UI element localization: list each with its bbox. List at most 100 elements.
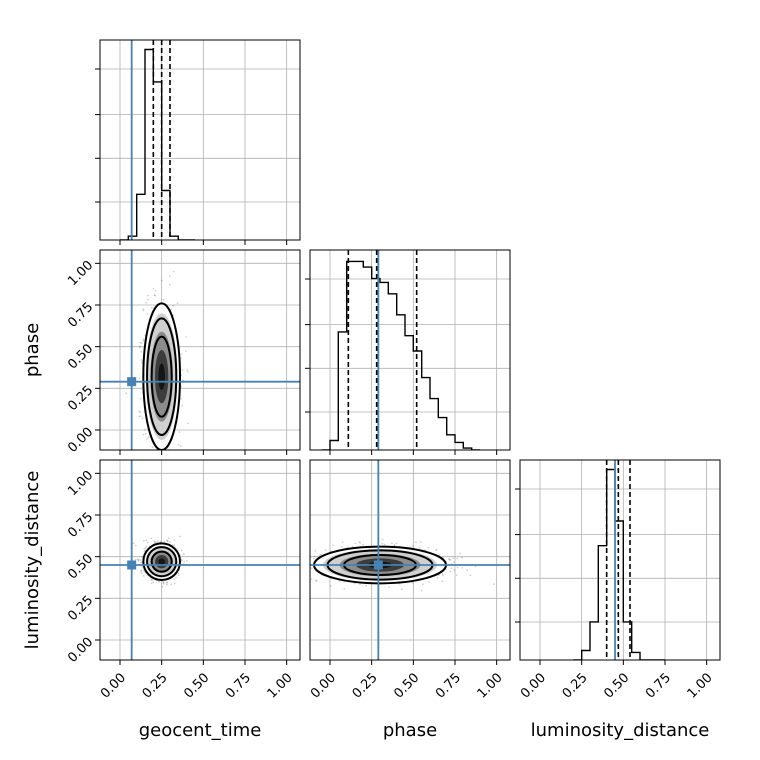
scatter-point — [178, 535, 181, 538]
scatter-point — [140, 569, 143, 572]
scatter-point — [142, 309, 145, 312]
scatter-point — [157, 540, 159, 542]
scatter-point — [146, 313, 149, 315]
scatter-point — [139, 411, 142, 413]
scatter-point — [493, 583, 495, 585]
scatter-point — [312, 557, 315, 560]
y-tick-label: 0.25 — [65, 593, 96, 624]
scatter-point — [167, 537, 170, 540]
scatter-point — [162, 582, 165, 585]
scatter-point — [282, 566, 284, 568]
scatter-point — [358, 540, 361, 543]
scatter-point — [151, 579, 154, 582]
scatter-point — [173, 544, 176, 547]
x-tick-label: 0.00 — [518, 670, 549, 701]
scatter-point — [154, 541, 157, 544]
scatter-point — [186, 369, 189, 371]
scatter-point — [351, 545, 354, 548]
y-tick-label: 0.00 — [65, 635, 96, 666]
scatter-point — [139, 341, 142, 344]
scatter-point — [166, 583, 168, 586]
scatter-point — [441, 573, 444, 575]
density-contour — [146, 317, 178, 436]
scatter-point — [359, 541, 362, 544]
scatter-point — [453, 569, 456, 571]
scatter-point — [145, 545, 148, 548]
density-level — [158, 363, 166, 390]
panel-phase-geocent_time: 0.00 0.25 0.50 0.75 1.00 phase — [22, 229, 301, 463]
scatter-point — [187, 370, 189, 373]
scatter-point — [166, 457, 168, 459]
scatter-point — [453, 561, 455, 563]
scatter-point — [147, 229, 149, 231]
scatter-point — [362, 543, 364, 546]
scatter-point — [166, 581, 169, 584]
density-contour — [142, 542, 182, 582]
truth-marker — [127, 377, 137, 387]
scatter-point — [143, 570, 146, 573]
scatter-point — [449, 570, 452, 573]
scatter-point — [469, 574, 472, 577]
scatter-point — [428, 581, 430, 583]
scatter-point — [383, 543, 386, 546]
scatter-point — [134, 544, 137, 547]
panel-frame — [309, 459, 511, 661]
scatter-point — [411, 582, 414, 584]
scatter-point — [415, 541, 417, 544]
y-axis-label-luminosity_distance: luminosity_distance — [22, 471, 43, 650]
truth-marker — [373, 560, 383, 570]
scatter-point — [442, 574, 444, 577]
scatter-point — [144, 433, 147, 435]
x-tick-label: 0.00 — [98, 670, 129, 701]
scatter-point — [170, 308, 173, 311]
scatter-point — [420, 541, 422, 543]
scatter-point — [456, 557, 459, 560]
scatter-point — [435, 548, 438, 551]
density-contour — [146, 546, 178, 578]
scatter-point — [284, 549, 286, 551]
scatter-point — [315, 579, 317, 582]
y-axis-label-phase: phase — [22, 323, 43, 377]
scatter-point — [152, 287, 155, 290]
scatter-point — [142, 433, 145, 436]
scatter-point — [143, 547, 146, 550]
y-tick-label: 0.50 — [65, 551, 96, 582]
density-contour — [150, 335, 173, 418]
scatter-point — [324, 549, 327, 551]
x-tick-label: 1.00 — [265, 670, 296, 701]
scatter-point — [134, 558, 137, 561]
scatter-point — [395, 542, 398, 545]
scatter-point — [338, 580, 341, 582]
scatter-point — [139, 559, 142, 561]
scatter-point — [140, 572, 143, 575]
scatter-point — [181, 368, 184, 371]
scatter-point — [295, 549, 297, 551]
scatter-point — [156, 241, 158, 243]
panel-geocent_time-geocent_time — [95, 39, 301, 245]
scatter-point — [169, 461, 171, 463]
density-level — [158, 558, 166, 566]
panel-frame — [519, 459, 721, 661]
scatter-point — [146, 541, 149, 544]
scatter-point — [183, 553, 185, 555]
scatter-point — [461, 567, 464, 569]
scatter-point — [456, 566, 459, 569]
x-axis-label-phase: phase — [383, 720, 437, 741]
scatter-point — [427, 547, 430, 549]
scatter-point — [132, 542, 135, 545]
scatter-point — [147, 436, 150, 439]
scatter-point — [162, 298, 165, 301]
scatter-point — [154, 294, 157, 297]
scatter-point — [160, 279, 163, 282]
scatter-point — [138, 415, 141, 418]
scatter-point — [391, 542, 393, 545]
scatter-point — [162, 581, 165, 584]
scatter-point — [435, 549, 437, 552]
panel-luminosity_distance-luminosity_distance: 0.00 0.25 0.50 0.75 1.00 luminosity_distance — [515, 459, 721, 741]
scatter-point — [452, 557, 455, 560]
scatter-point — [143, 550, 146, 553]
scatter-point — [174, 452, 176, 454]
x-tick-label: 0.75 — [433, 670, 464, 701]
scatter-point — [448, 558, 451, 561]
scatter-point — [329, 585, 332, 587]
